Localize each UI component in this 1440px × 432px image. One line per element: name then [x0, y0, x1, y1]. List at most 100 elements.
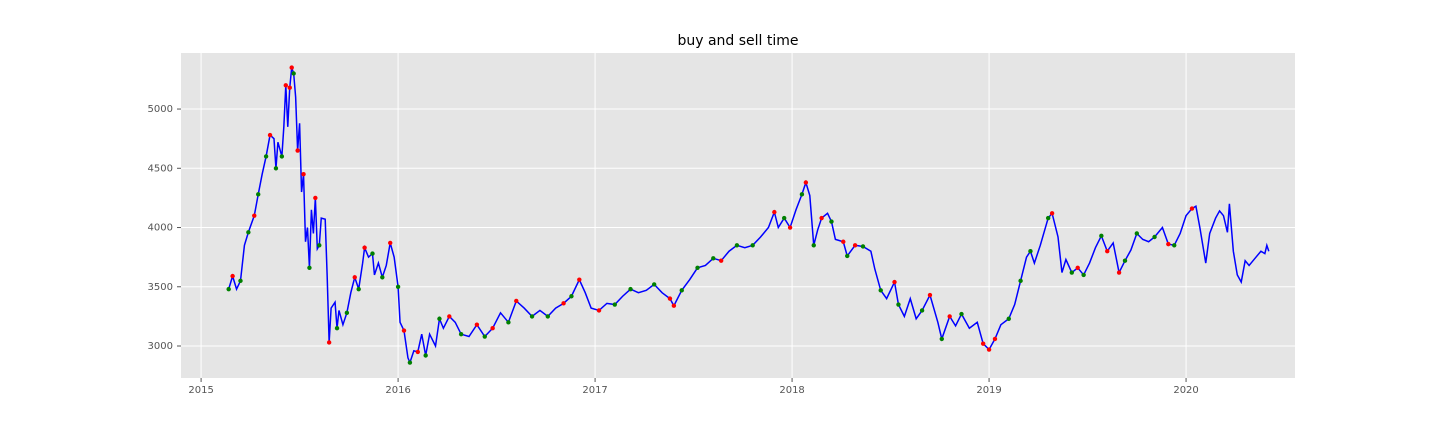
- signal-marker: [490, 326, 495, 331]
- signal-marker: [256, 192, 261, 197]
- signal-marker: [1134, 231, 1140, 236]
- signal-marker: [458, 331, 464, 337]
- signal-marker: [695, 265, 700, 271]
- signal-marker: [362, 245, 367, 250]
- signal-marker: [291, 71, 296, 76]
- signal-marker: [711, 256, 716, 261]
- signal-marker: [612, 302, 617, 307]
- plot-background: [181, 53, 1295, 378]
- signal-marker: [273, 166, 279, 171]
- signal-marker: [267, 132, 273, 138]
- signal-marker: [1081, 272, 1086, 278]
- signal-marker: [252, 213, 257, 218]
- signal-marker: [395, 284, 401, 289]
- signal-marker: [1189, 206, 1195, 211]
- signal-marker: [334, 326, 340, 331]
- signal-marker: [803, 180, 809, 185]
- signal-marker: [919, 308, 925, 313]
- signal-marker: [829, 219, 834, 224]
- signal-marker: [878, 288, 883, 293]
- signal-marker: [896, 302, 901, 307]
- signal-marker: [980, 341, 986, 346]
- y-tick-label: 4500: [148, 163, 173, 174]
- signal-marker: [283, 83, 289, 88]
- signal-marker: [734, 243, 740, 248]
- signal-marker: [529, 314, 535, 319]
- signal-marker: [380, 275, 385, 280]
- signal-marker: [1006, 316, 1011, 321]
- signal-marker: [1105, 249, 1110, 254]
- signal-marker: [1045, 215, 1051, 221]
- signal-marker: [415, 349, 420, 355]
- x-tick-label: 2018: [779, 385, 804, 396]
- signal-marker: [628, 286, 633, 292]
- signal-marker: [577, 277, 582, 282]
- signal-marker: [344, 310, 350, 316]
- signal-marker: [474, 322, 480, 327]
- signal-marker: [718, 258, 724, 263]
- signal-marker: [1122, 258, 1128, 263]
- signal-marker: [1152, 234, 1157, 240]
- signal-marker: [651, 282, 657, 287]
- signal-marker: [307, 265, 312, 271]
- signal-marker: [927, 292, 933, 298]
- signal-marker: [986, 347, 992, 352]
- y-tick-label: 4000: [148, 223, 173, 234]
- signal-marker: [545, 314, 551, 319]
- signal-marker: [313, 195, 318, 201]
- x-tick-label: 2015: [188, 385, 213, 396]
- x-tick-label: 2020: [1173, 385, 1198, 396]
- signal-marker: [1018, 278, 1023, 284]
- signal-marker: [388, 240, 393, 246]
- signal-marker: [246, 230, 251, 235]
- signal-marker: [819, 215, 824, 221]
- x-tick-label: 2019: [976, 385, 1001, 396]
- signal-marker: [506, 320, 511, 325]
- signal-marker: [326, 340, 332, 345]
- signal-marker: [482, 334, 487, 339]
- x-tick-label: 2017: [582, 385, 607, 396]
- signal-marker: [317, 243, 322, 248]
- signal-marker: [514, 298, 519, 304]
- signal-marker: [1172, 243, 1177, 248]
- signal-marker: [750, 243, 755, 248]
- signal-marker: [799, 192, 805, 197]
- signal-marker: [947, 314, 952, 319]
- chart-title: buy and sell time: [677, 33, 798, 49]
- signal-marker: [289, 65, 294, 70]
- signal-marker: [370, 251, 375, 256]
- signal-marker: [352, 275, 357, 280]
- signal-marker: [238, 278, 243, 284]
- signal-marker: [561, 301, 566, 306]
- signal-marker: [437, 316, 442, 321]
- signal-marker: [423, 353, 428, 358]
- signal-marker: [772, 209, 777, 215]
- signal-marker: [860, 244, 866, 249]
- signal-marker: [787, 225, 793, 230]
- signal-marker: [992, 336, 998, 342]
- signal-marker: [226, 286, 231, 292]
- signal-marker: [959, 311, 964, 317]
- signal-marker: [1069, 270, 1075, 275]
- signal-marker: [569, 294, 574, 299]
- signal-marker: [1049, 211, 1055, 216]
- signal-marker: [407, 360, 413, 365]
- signal-marker: [841, 239, 846, 244]
- y-tick-label: 3500: [148, 282, 173, 293]
- signal-marker: [845, 253, 850, 259]
- signal-marker: [1075, 265, 1080, 271]
- signal-marker: [1099, 233, 1104, 239]
- signal-marker: [811, 243, 816, 248]
- signal-marker: [596, 308, 602, 313]
- signal-marker: [852, 243, 858, 248]
- signal-marker: [401, 328, 407, 333]
- signal-marker: [356, 286, 361, 292]
- signal-marker: [263, 154, 269, 159]
- signal-marker: [892, 279, 897, 285]
- signal-marker: [679, 288, 684, 293]
- signal-marker: [447, 314, 452, 319]
- signal-marker: [287, 85, 292, 90]
- signal-marker: [1166, 241, 1171, 247]
